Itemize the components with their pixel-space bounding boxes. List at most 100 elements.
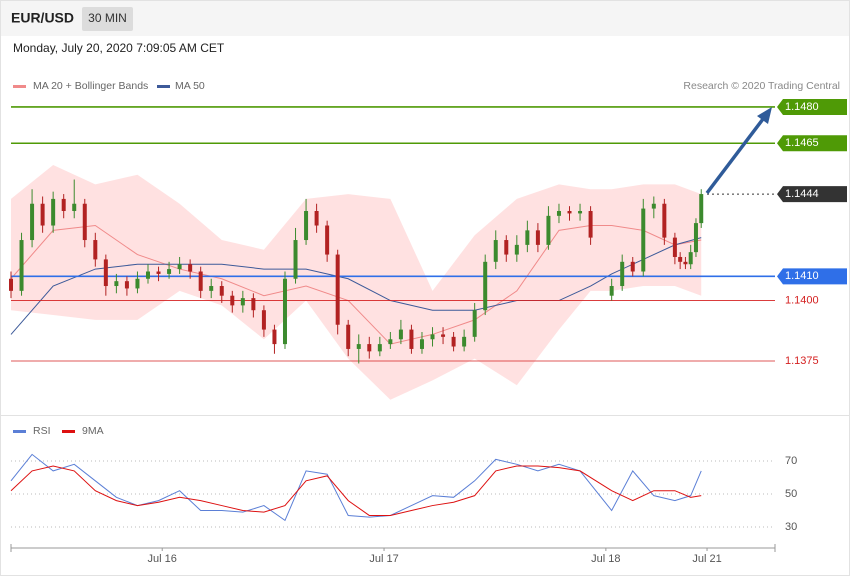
candle-body — [198, 271, 203, 291]
candle-body — [451, 336, 456, 347]
legend-label: 9MA — [82, 425, 104, 437]
level-tag — [777, 135, 847, 152]
candle-body — [678, 256, 683, 262]
candle-body — [641, 208, 646, 272]
candle-body — [556, 211, 561, 216]
candle-body — [514, 244, 519, 255]
credit: Research © 2020 Trading Central — [683, 80, 840, 92]
y-tick-label: 50 — [785, 488, 797, 500]
candle-body — [124, 281, 129, 289]
rsi-line — [10, 453, 702, 522]
candle-body — [261, 310, 266, 330]
candle-body — [335, 254, 340, 325]
candle-body — [19, 240, 24, 291]
candle-body — [230, 295, 235, 306]
candle-body — [314, 211, 319, 226]
candle-body — [409, 329, 414, 349]
legend-label: MA 20 + Bollinger Bands — [33, 80, 148, 92]
candle-body — [430, 334, 435, 340]
candle-body — [30, 203, 35, 241]
candle-body — [504, 240, 509, 255]
candle-body — [535, 230, 540, 245]
candle-body — [441, 334, 446, 337]
candle-body — [683, 261, 688, 265]
x-tick-label: Jul 17 — [369, 553, 398, 565]
candle-body — [82, 203, 87, 241]
level-label: 1.1480 — [785, 101, 819, 113]
candle-body — [209, 286, 214, 291]
candle-body — [672, 237, 677, 257]
legend-swatch — [157, 85, 170, 88]
level-tag — [777, 186, 847, 203]
candle-body — [167, 269, 172, 274]
candle-body — [272, 329, 277, 345]
candle-body — [103, 259, 108, 287]
legend-label: MA 50 — [175, 80, 205, 92]
candle-body — [304, 211, 309, 241]
arrow-head — [757, 107, 772, 124]
candle-body — [462, 336, 467, 347]
forecast-arrow — [705, 117, 765, 195]
candle-body — [493, 240, 498, 262]
rsi-line — [10, 465, 702, 516]
candle-body — [688, 252, 693, 265]
candle-body — [72, 203, 77, 212]
candle-body — [483, 261, 488, 311]
candle-body — [367, 344, 372, 352]
price-panel: 1.1480 1.1465 1.1444 1.1410 1.1400 1.1375 MA 2… — [9, 80, 847, 400]
candle-body — [251, 298, 256, 311]
candle-body — [472, 310, 477, 337]
timestamp: Monday, July 20, 2020 7:09:05 AM CET — [13, 41, 225, 55]
candle-body — [282, 278, 287, 345]
candle-body — [156, 271, 161, 274]
candle-body — [135, 278, 140, 289]
level-label: 1.1400 — [785, 294, 819, 306]
candle-body — [398, 329, 403, 340]
candle-body — [240, 298, 245, 306]
candle-body — [356, 344, 361, 349]
candle-body — [662, 203, 667, 238]
level-label: 1.1375 — [785, 355, 819, 367]
candle-body — [114, 281, 119, 287]
candle-body — [325, 225, 330, 255]
level-label: 1.1410 — [785, 270, 819, 282]
y-tick-label: 70 — [785, 455, 797, 467]
candle-body — [219, 286, 224, 296]
x-tick-label: Jul 18 — [591, 553, 620, 565]
level-tag — [777, 98, 847, 115]
candle-body — [651, 203, 656, 209]
candle-body — [188, 264, 193, 272]
candle-body — [546, 215, 551, 245]
symbol: EUR/USD — [11, 10, 74, 26]
rsi-panel: 30 50 70 RSI 9MA Jul 16 Jul 17 Jul 18 Jul 21 — [10, 425, 797, 565]
level-label: 1.1465 — [785, 137, 819, 149]
legend-label: RSI — [33, 425, 51, 437]
candle-body — [609, 286, 614, 296]
candle-body — [699, 194, 704, 224]
legend-swatch — [13, 85, 26, 88]
level-tag — [777, 268, 847, 285]
x-tick-label: Jul 16 — [148, 553, 177, 565]
candle-body — [620, 261, 625, 287]
candle-body — [588, 211, 593, 238]
candle-body — [9, 278, 13, 291]
legend-swatch — [13, 430, 26, 433]
candle-body — [578, 211, 583, 214]
candle-body — [419, 339, 424, 349]
candle-body — [51, 198, 56, 226]
candle-body — [525, 230, 530, 245]
candle-body — [567, 211, 572, 214]
candle-body — [145, 271, 150, 279]
candle-body — [61, 198, 66, 212]
interval-badge — [82, 7, 133, 31]
x-tick-label: Jul 21 — [692, 553, 721, 565]
candle-body — [388, 339, 393, 345]
legend-swatch — [62, 430, 75, 433]
header-bar — [1, 1, 849, 36]
candle-body — [346, 324, 351, 349]
candle-body — [177, 264, 182, 270]
candle-body — [377, 344, 382, 352]
candle-body — [40, 203, 45, 226]
candle-body — [630, 261, 635, 272]
